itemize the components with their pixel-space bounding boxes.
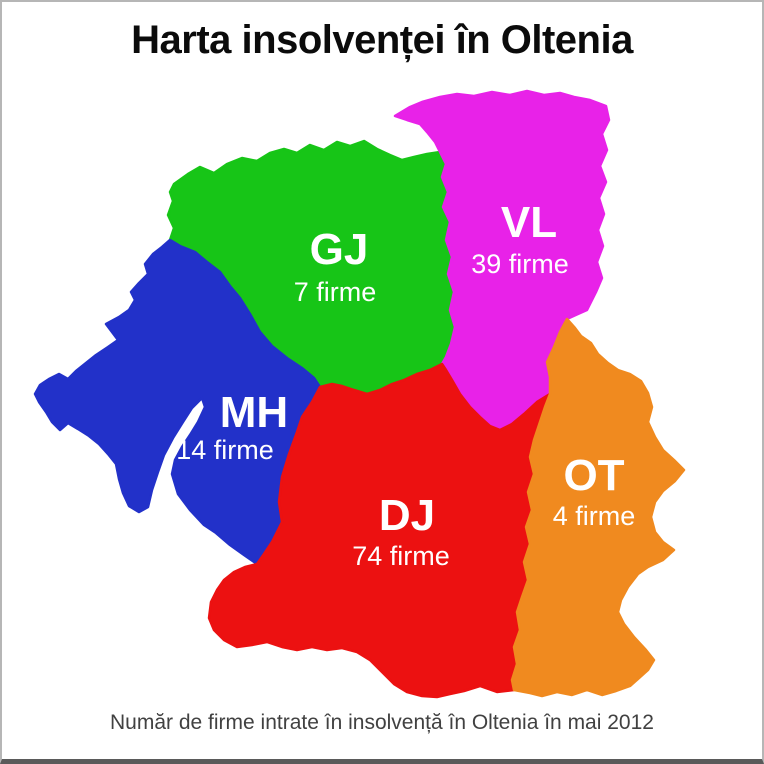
region-ot-code: OT bbox=[563, 451, 624, 500]
region-gj-firms: 7 firme bbox=[294, 277, 377, 307]
region-vl-code: VL bbox=[501, 198, 557, 247]
region-vl bbox=[393, 89, 611, 432]
region-ot bbox=[510, 317, 686, 698]
region-mh-firms: 14 firme bbox=[176, 435, 274, 465]
region-dj-code: DJ bbox=[379, 491, 435, 540]
page-title: Harta insolvenței în Oltenia bbox=[131, 18, 633, 62]
footer-caption: Număr de firme intrate în insolvență în … bbox=[110, 711, 654, 734]
region-labels: GJ 7 firme VL 39 firme MH 14 firme DJ 74… bbox=[176, 198, 635, 571]
region-ot-firms: 4 firme bbox=[553, 501, 636, 531]
region-dj-firms: 74 firme bbox=[352, 541, 450, 571]
region-mh-code: MH bbox=[220, 388, 288, 437]
region-vl-firms: 39 firme bbox=[471, 249, 569, 279]
region-gj-code: GJ bbox=[310, 225, 369, 274]
